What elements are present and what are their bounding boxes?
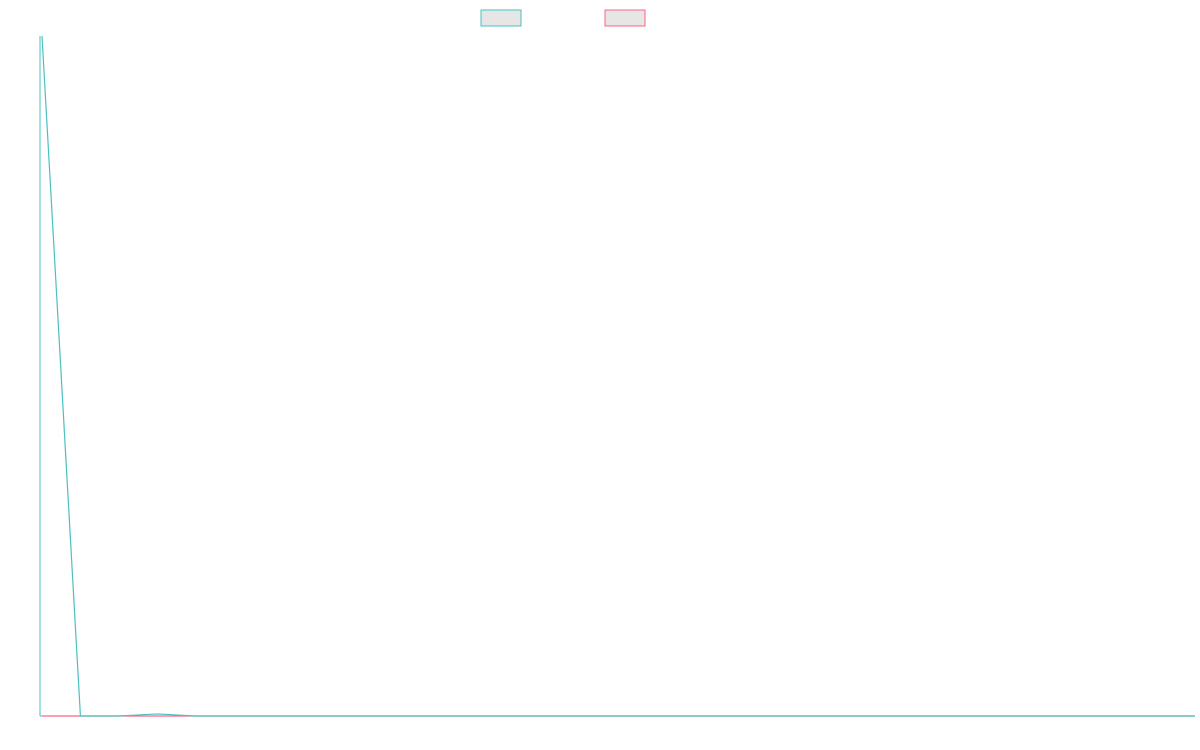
series-line-1 xyxy=(41,35,1195,717)
series-layer xyxy=(41,35,1195,717)
legend xyxy=(480,9,646,27)
legend-swatch-1[interactable] xyxy=(480,9,522,27)
axes xyxy=(39,36,1195,717)
legend-swatch-2[interactable] xyxy=(604,9,646,27)
